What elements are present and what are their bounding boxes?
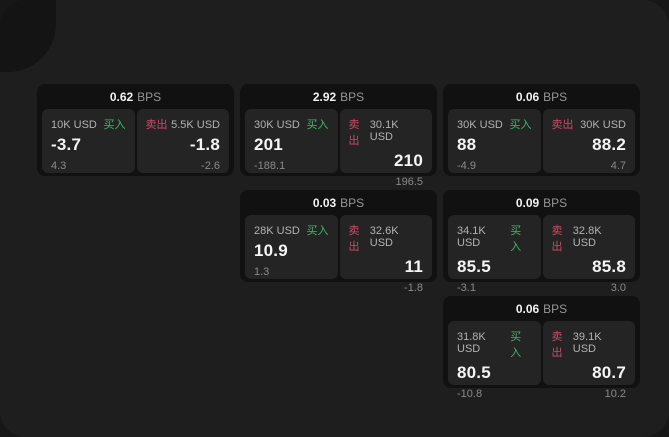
bps-value: 0.09 [515,195,540,210]
buy-price: 88 [457,135,477,154]
buy-size-label: 31.8K USD [457,331,486,355]
quote-card: 0.06 BPS 30K USD 买入 88 -4.9 卖出 30K USD 8… [443,84,640,176]
sell-panel[interactable]: 卖出 39.1K USD 80.7 10.2 [542,321,635,400]
bps-value: 2.92 [312,89,337,104]
card-header: 0.06 BPS [443,296,640,319]
buy-change: -4.9 [457,160,476,172]
sell-size-label: 39.1K USD [572,331,602,355]
buy-change: -10.8 [457,388,483,400]
quote-card: 0.06 BPS 31.8K USD 买入 80.5 -10.8 卖出 39.1… [443,296,640,400]
buy-price: 10.9 [254,241,288,260]
bps-value: 0.06 [515,89,540,104]
buy-change: 1.3 [254,266,270,278]
bps-unit-label: BPS [340,89,365,104]
sell-side-label: 卖出 [145,119,168,131]
corner-panel-accent [0,0,56,72]
buy-price: 80.5 [457,363,491,382]
sell-side-label: 卖出 [551,225,563,253]
buy-price: -3.7 [51,135,82,154]
buy-panel[interactable]: 28K USD 买入 10.9 1.3 [245,215,338,279]
buy-price: 85.5 [457,257,491,276]
buy-side-label: 买入 [306,225,329,237]
card-header: 0.03 BPS [240,190,437,213]
buy-side-label: 买入 [306,119,329,131]
buy-price: 201 [254,135,283,154]
sell-size-label: 30.1K USD [369,119,399,143]
card-header: 0.09 BPS [443,190,640,213]
buy-size-label: 30K USD [254,119,300,131]
bps-value: 0.06 [515,301,540,316]
bps-unit-label: BPS [137,89,162,104]
sell-change: 4.7 [610,160,626,172]
buy-side-label: 买入 [103,119,126,131]
buy-panel[interactable]: 30K USD 买入 88 -4.9 [448,109,541,173]
sell-panel[interactable]: 卖出 5.5K USD -1.8 -2.6 [136,109,229,173]
sell-panel[interactable]: 卖出 30.1K USD 210 196.5 [339,109,432,188]
sell-price: 11 [404,257,423,276]
bps-unit-label: BPS [543,301,568,316]
sell-panel[interactable]: 卖出 32.8K USD 85.8 3.0 [542,215,635,294]
card-header: 2.92 BPS [240,84,437,107]
quote-card: 0.09 BPS 34.1K USD 买入 85.5 -3.1 卖出 32.8K… [443,190,640,294]
sell-change: 196.5 [395,176,423,188]
bps-value: 0.03 [312,195,337,210]
sell-price: 80.7 [592,363,626,382]
sell-side-label: 卖出 [348,225,360,253]
sell-panel[interactable]: 卖出 32.6K USD 11 -1.8 [339,215,432,294]
quote-card: 0.03 BPS 28K USD 买入 10.9 1.3 卖出 32.6K US… [240,190,437,294]
sell-panel[interactable]: 卖出 30K USD 88.2 4.7 [542,109,635,173]
buy-size-label: 28K USD [254,225,300,237]
buy-side-label: 买入 [510,331,522,359]
sell-change: 3.0 [610,282,626,294]
sell-size-label: 32.6K USD [369,225,399,249]
sell-change: -1.8 [404,282,423,294]
bps-unit-label: BPS [340,195,365,210]
sell-price: 88.2 [592,135,626,154]
card-header: 0.06 BPS [443,84,640,107]
buy-panel[interactable]: 30K USD 买入 201 -188.1 [245,109,338,173]
sell-side-label: 卖出 [551,331,563,359]
bps-unit-label: BPS [543,195,568,210]
buy-size-label: 34.1K USD [457,225,486,249]
sell-side-label: 卖出 [348,119,360,147]
quote-card: 2.92 BPS 30K USD 买入 201 -188.1 卖出 30.1K … [240,84,437,188]
buy-change: 4.3 [51,160,67,172]
buy-side-label: 买入 [509,119,532,131]
sell-size-label: 30K USD [580,119,626,131]
sell-change: -2.6 [201,160,220,172]
buy-change: -3.1 [457,282,476,294]
buy-panel[interactable]: 34.1K USD 买入 85.5 -3.1 [448,215,541,294]
buy-side-label: 买入 [510,225,522,253]
sell-price: -1.8 [189,135,220,154]
sell-side-label: 卖出 [551,119,574,131]
sell-size-label: 32.8K USD [572,225,602,249]
sell-size-label: 5.5K USD [171,119,220,131]
buy-size-label: 30K USD [457,119,503,131]
sell-price: 210 [394,151,423,170]
sell-price: 85.8 [592,257,626,276]
sell-change: 10.2 [604,388,626,400]
buy-panel[interactable]: 10K USD 买入 -3.7 4.3 [42,109,135,173]
buy-size-label: 10K USD [51,119,97,131]
card-header: 0.62 BPS [37,84,234,107]
buy-change: -188.1 [254,160,286,172]
bps-value: 0.62 [109,89,134,104]
buy-panel[interactable]: 31.8K USD 买入 80.5 -10.8 [448,321,541,400]
bps-unit-label: BPS [543,89,568,104]
quote-card: 0.62 BPS 10K USD 买入 -3.7 4.3 卖出 5.5K USD… [37,84,234,176]
